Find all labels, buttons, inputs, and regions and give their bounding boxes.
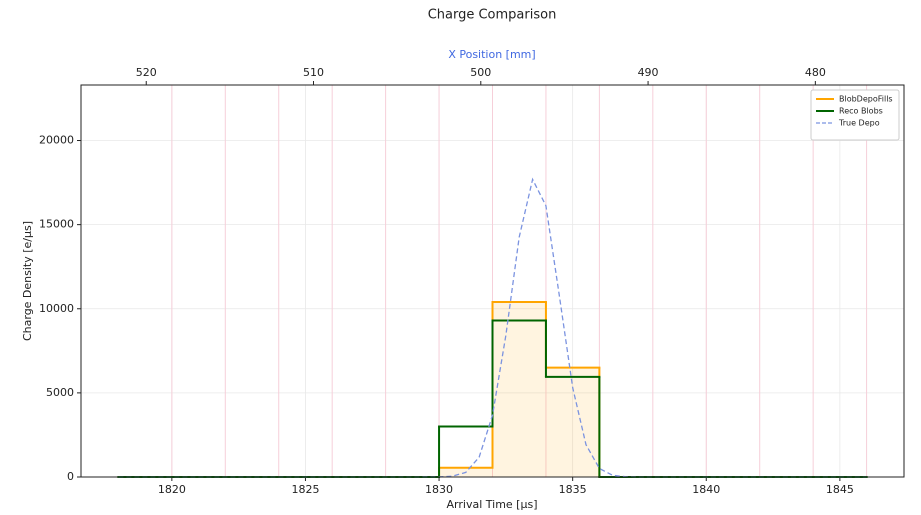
legend-label: True Depo xyxy=(838,119,880,128)
x-tick-label: 1840 xyxy=(692,483,720,496)
y-axis-label: Charge Density [e/μs] xyxy=(21,221,34,341)
x-tick-label: 1830 xyxy=(425,483,453,496)
x-tick-label: 1845 xyxy=(826,483,854,496)
legend-label: BlobDepoFills xyxy=(839,95,893,104)
x2-tick-label: 520 xyxy=(136,66,157,79)
y-tick-label: 10000 xyxy=(39,302,74,315)
x-tick-label: 1835 xyxy=(559,483,587,496)
x-axis-label: Arrival Time [μs] xyxy=(447,498,538,511)
legend-label: Reco Blobs xyxy=(839,107,883,116)
legend: BlobDepoFills Reco Blobs True Depo xyxy=(810,89,900,141)
y-tick-label: 20000 xyxy=(39,134,74,147)
y-tick-label: 15000 xyxy=(39,218,74,231)
x-tick-label: 1820 xyxy=(158,483,186,496)
step-fill xyxy=(545,367,600,477)
x-tick-label: 1825 xyxy=(291,483,319,496)
x2-tick-label: 500 xyxy=(470,66,491,79)
y-tick-label: 0 xyxy=(67,470,74,483)
y-tick-label: 5000 xyxy=(46,386,74,399)
step-fill xyxy=(492,302,546,477)
legend-box xyxy=(810,89,900,141)
x2-tick-label: 510 xyxy=(303,66,324,79)
x2-tick-label: 490 xyxy=(638,66,659,79)
x2-tick-label: 480 xyxy=(805,66,826,79)
x2-axis-label: X Position [mm] xyxy=(448,48,535,61)
chart-title: Charge Comparison xyxy=(428,8,557,23)
plot-frame xyxy=(80,84,905,478)
